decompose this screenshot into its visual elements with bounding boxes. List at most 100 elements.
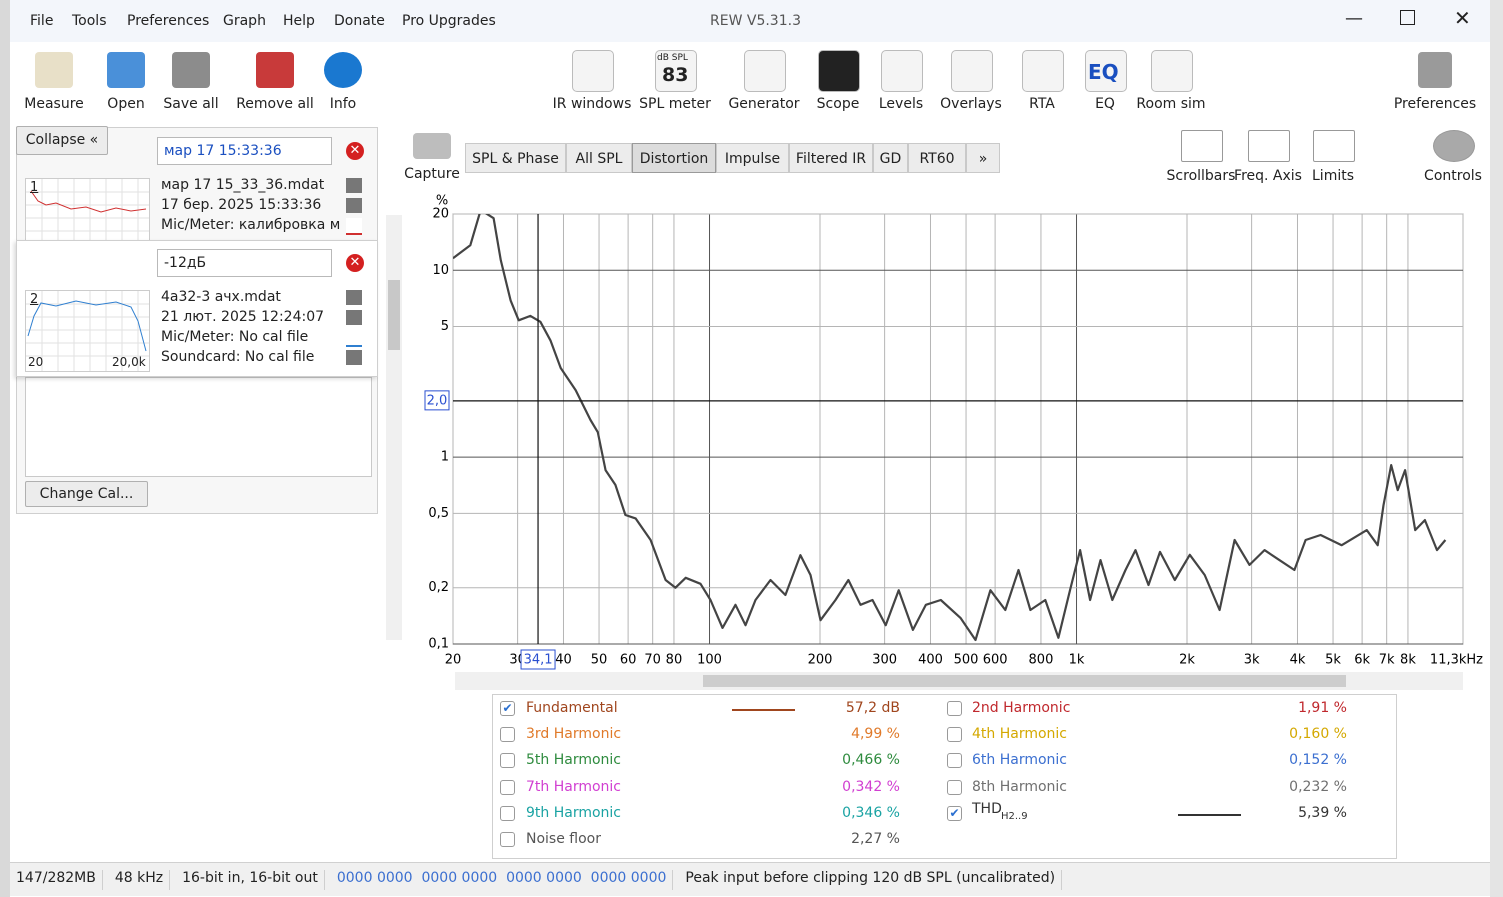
change-cal-button[interactable]: Change Cal...: [25, 481, 148, 507]
tool-icon[interactable]: [655, 50, 697, 92]
readout-name[interactable]: 9th Harmonic: [526, 804, 621, 821]
readout-name[interactable]: 4th Harmonic: [972, 726, 1067, 743]
y-axis-label: %: [436, 194, 448, 209]
control-icon[interactable]: [1313, 130, 1355, 162]
toolbar-label[interactable]: Scope: [816, 96, 860, 112]
checkbox[interactable]: ✔: [947, 805, 962, 821]
graph-tab[interactable]: Impulse: [716, 143, 789, 173]
menu-item[interactable]: Preferences: [127, 13, 210, 29]
preferences-icon[interactable]: [1418, 52, 1452, 88]
readout-name[interactable]: 2nd Harmonic: [972, 700, 1071, 716]
readout-name[interactable]: 8th Harmonic: [972, 778, 1067, 795]
control-label[interactable]: Scrollbars: [1166, 168, 1236, 184]
tool-icon[interactable]: [881, 50, 923, 92]
menu-item[interactable]: Pro Upgrades: [402, 13, 496, 29]
toolbar-label[interactable]: Room sim: [1136, 96, 1206, 112]
checkbox[interactable]: [947, 753, 962, 769]
tool-icon[interactable]: [1085, 50, 1127, 92]
toolbar-label[interactable]: EQ: [1095, 96, 1115, 112]
control-label[interactable]: Controls: [1424, 168, 1482, 184]
info-icon[interactable]: [346, 178, 362, 193]
control-label[interactable]: Limits: [1312, 168, 1354, 184]
toolbar-label[interactable]: SPL meter: [639, 96, 711, 112]
info-icon[interactable]: [346, 198, 362, 213]
checkbox[interactable]: [500, 805, 515, 821]
menu-item[interactable]: Donate: [334, 13, 385, 29]
info-icon[interactable]: [346, 290, 362, 305]
graph-tab[interactable]: Filtered IR: [789, 143, 873, 173]
info-icon[interactable]: [346, 330, 362, 347]
toolbar-label[interactable]: Open: [107, 96, 145, 112]
menu-item[interactable]: Graph: [223, 13, 266, 29]
readout-name[interactable]: THD: [972, 800, 1002, 817]
tool-icon[interactable]: [744, 50, 786, 92]
name-input[interactable]: мар 17 15:33:36: [157, 137, 332, 165]
graph-tab[interactable]: RT60: [908, 143, 966, 173]
close-button[interactable]: ✕: [1454, 6, 1471, 30]
readout-name[interactable]: 6th Harmonic: [972, 752, 1067, 769]
graph-tab[interactable]: SPL & Phase: [465, 143, 566, 173]
name-input[interactable]: -12дБ: [157, 249, 332, 277]
toolbar-label[interactable]: Generator: [728, 96, 800, 112]
readout-name[interactable]: 3rd Harmonic: [526, 726, 622, 743]
toolbar-label[interactable]: RTA: [1029, 96, 1055, 112]
toolbar-label[interactable]: Remove all: [236, 96, 314, 112]
toolbar-label[interactable]: Save all: [163, 96, 219, 112]
tool-icon[interactable]: [818, 50, 860, 92]
menu-item[interactable]: Tools: [72, 13, 107, 29]
checkbox[interactable]: [500, 779, 515, 795]
tool-icon[interactable]: [1022, 50, 1064, 92]
tool-icon[interactable]: [951, 50, 993, 92]
checkbox[interactable]: [947, 727, 962, 743]
thumbnail-index: 1: [30, 180, 39, 195]
toolbar-label[interactable]: Preferences: [1393, 96, 1477, 112]
graph-tab[interactable]: Distortion: [632, 143, 716, 173]
info-icon[interactable]: [346, 218, 362, 235]
checkbox[interactable]: [947, 779, 962, 795]
graph-tab[interactable]: GD: [873, 143, 908, 173]
toolbar-icon[interactable]: [324, 52, 362, 88]
readout-name[interactable]: Noise floor: [526, 831, 601, 847]
toolbar-icon[interactable]: [172, 52, 210, 88]
info-icon[interactable]: [346, 310, 362, 325]
capture-label[interactable]: Capture: [404, 166, 460, 182]
checkbox[interactable]: [500, 753, 515, 769]
control-icon[interactable]: [1181, 130, 1223, 162]
checkbox[interactable]: [500, 727, 515, 743]
tool-icon[interactable]: [572, 50, 614, 92]
checkbox[interactable]: ✔: [500, 701, 515, 716]
readout-name[interactable]: 7th Harmonic: [526, 778, 621, 795]
graph-scrollbar[interactable]: [455, 672, 1463, 690]
control-icon[interactable]: [1248, 130, 1290, 162]
checkbox[interactable]: [947, 701, 962, 716]
toolbar-label[interactable]: Overlays: [940, 96, 1002, 112]
toolbar-icon[interactable]: [35, 52, 73, 88]
toolbar-label[interactable]: Info: [329, 96, 357, 112]
control-icon[interactable]: [1433, 130, 1475, 162]
toolbar-label[interactable]: IR windows: [552, 96, 632, 112]
collapse-button[interactable]: Collapse «: [16, 126, 108, 155]
readout-value: 0,466 %: [842, 752, 900, 769]
readout-name[interactable]: 5th Harmonic: [526, 752, 621, 769]
sidebar-scrollbar[interactable]: [386, 215, 402, 640]
maximize-button[interactable]: [1400, 10, 1415, 25]
minimize-button[interactable]: —: [1345, 8, 1363, 29]
x-tick-label: 200: [808, 653, 833, 668]
graph-tab[interactable]: All SPL: [566, 143, 632, 173]
remove-button[interactable]: ✕: [346, 254, 364, 272]
checkbox[interactable]: [500, 832, 515, 847]
menu-item[interactable]: File: [30, 13, 54, 29]
more-tabs[interactable]: »: [966, 143, 1000, 173]
toolbar-icon[interactable]: [256, 52, 294, 88]
readout-name[interactable]: Fundamental: [526, 700, 618, 716]
toolbar-label[interactable]: Levels: [878, 96, 924, 112]
menu-item[interactable]: Help: [283, 13, 315, 29]
tool-icon[interactable]: [1151, 50, 1193, 92]
toolbar-icon[interactable]: [107, 52, 145, 88]
control-label[interactable]: Freq. Axis: [1234, 168, 1302, 184]
x-tick-label: 7k: [1379, 653, 1395, 668]
remove-button[interactable]: ✕: [346, 142, 364, 160]
toolbar-label[interactable]: Measure: [24, 96, 84, 112]
info-icon[interactable]: [346, 350, 362, 365]
capture-icon[interactable]: [413, 133, 451, 159]
